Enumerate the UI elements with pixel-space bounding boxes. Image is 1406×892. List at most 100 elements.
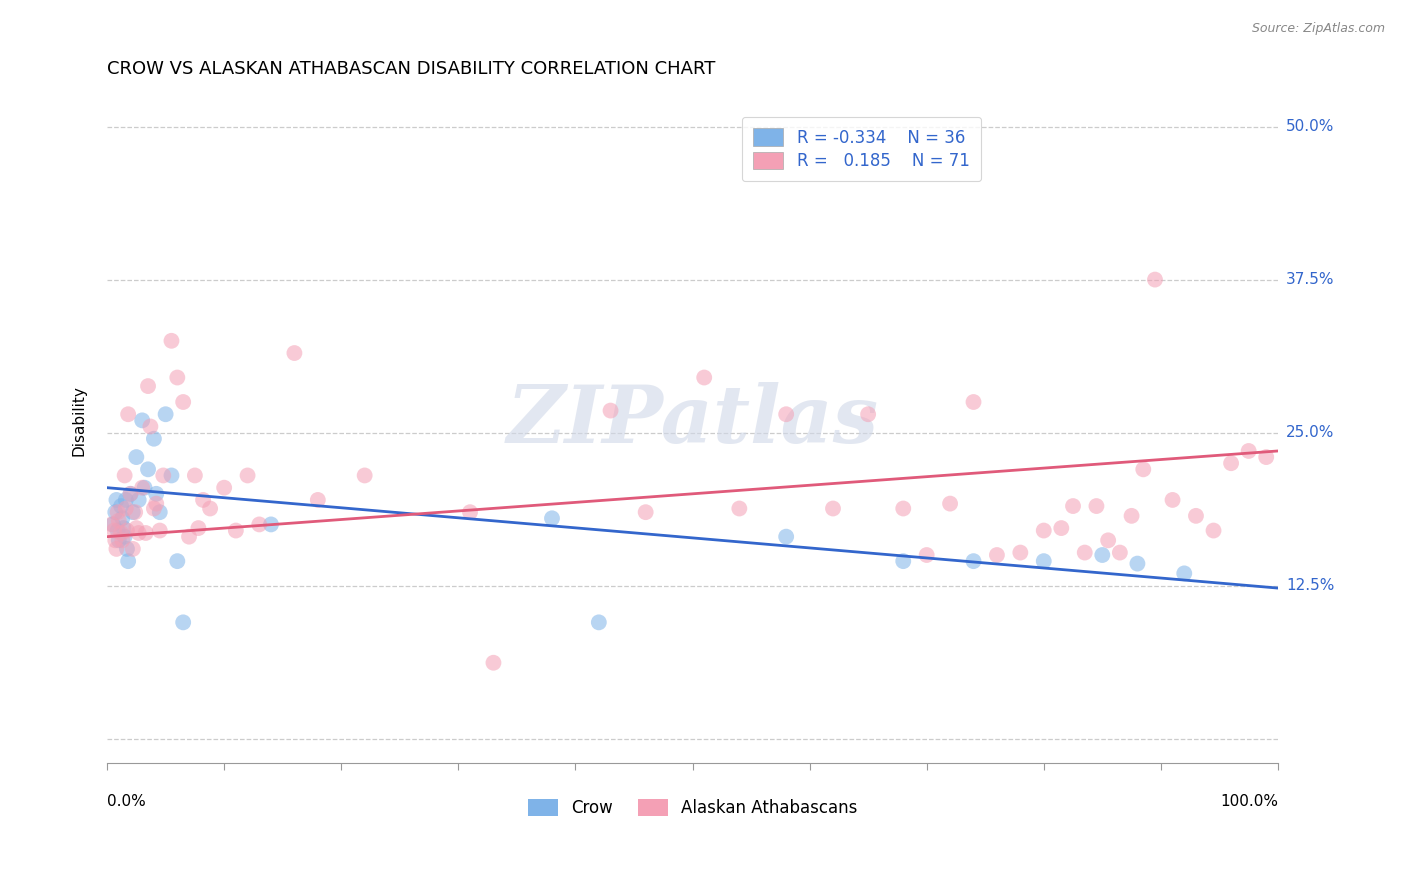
Point [1185,508,1208,523]
Point [114,492,136,507]
Point [110,526,132,541]
Point [1010,545,1032,559]
Point [1202,524,1225,538]
Text: 0.0%: 0.0% [107,794,146,809]
Point [1237,444,1260,458]
Point [107,524,129,538]
Point [166,554,188,568]
Point [142,432,165,446]
Point [128,526,150,541]
Point [1161,492,1184,507]
Point [152,468,174,483]
Point [149,505,172,519]
Point [110,499,132,513]
Point [821,501,844,516]
Point [124,505,146,519]
Point [1121,508,1143,523]
Point [115,524,138,538]
Point [1050,521,1073,535]
Text: 37.5%: 37.5% [1286,272,1334,287]
Point [184,468,207,483]
Point [177,530,200,544]
Point [107,505,129,519]
Point [134,481,156,495]
Point [104,505,127,519]
Point [105,492,128,507]
Point [114,501,136,516]
Point [198,501,221,516]
Text: CROW VS ALASKAN ATHABASCAN DISABILITY CORRELATION CHART: CROW VS ALASKAN ATHABASCAN DISABILITY CO… [107,60,716,78]
Point [986,548,1008,562]
Point [1032,554,1054,568]
Text: 25.0%: 25.0% [1286,425,1334,440]
Point [588,615,610,630]
Point [939,497,962,511]
Point [139,419,162,434]
Point [283,346,305,360]
Point [191,492,214,507]
Point [131,481,153,495]
Point [1085,499,1108,513]
Point [111,511,134,525]
Point [125,521,148,535]
Point [1032,524,1054,538]
Point [100,517,122,532]
Point [225,524,247,538]
Text: Source: ZipAtlas.com: Source: ZipAtlas.com [1251,22,1385,36]
Point [1143,272,1166,286]
Point [120,487,142,501]
Point [107,514,129,528]
Point [105,541,128,556]
Point [962,395,984,409]
Point [121,541,143,556]
Point [1062,499,1084,513]
Point [136,462,159,476]
Point [458,505,481,519]
Point [187,521,209,535]
Point [114,468,136,483]
Point [160,334,183,348]
Point [1173,566,1195,581]
Point [172,615,194,630]
Point [117,407,139,421]
Point [915,548,938,562]
Y-axis label: Disability: Disability [72,385,86,456]
Point [260,517,283,532]
Text: 12.5%: 12.5% [1286,578,1334,593]
Point [172,395,194,409]
Point [135,526,157,541]
Point [1126,557,1149,571]
Point [120,487,142,501]
Point [107,533,129,548]
Point [1091,548,1114,562]
Point [962,554,984,568]
Point [101,517,124,532]
Point [541,511,564,525]
Point [142,501,165,516]
Point [131,413,153,427]
Point [353,468,375,483]
Point [111,533,134,548]
Point [891,554,914,568]
Point [1108,545,1130,559]
Point [693,370,716,384]
Text: 100.0%: 100.0% [1220,794,1278,809]
Point [1220,456,1243,470]
Point [149,524,172,538]
Legend: Crow, Alaskan Athabascans: Crow, Alaskan Athabascans [522,792,865,823]
Text: 50.0%: 50.0% [1286,119,1334,134]
Point [160,468,183,483]
Point [125,450,148,464]
Point [136,379,159,393]
Point [145,487,167,501]
Point [212,481,235,495]
Text: ZIPatlas: ZIPatlas [506,382,879,459]
Point [128,492,150,507]
Point [775,407,797,421]
Point [155,407,177,421]
Point [166,370,188,384]
Point [775,530,797,544]
Point [112,521,135,535]
Point [634,505,657,519]
Point [1132,462,1154,476]
